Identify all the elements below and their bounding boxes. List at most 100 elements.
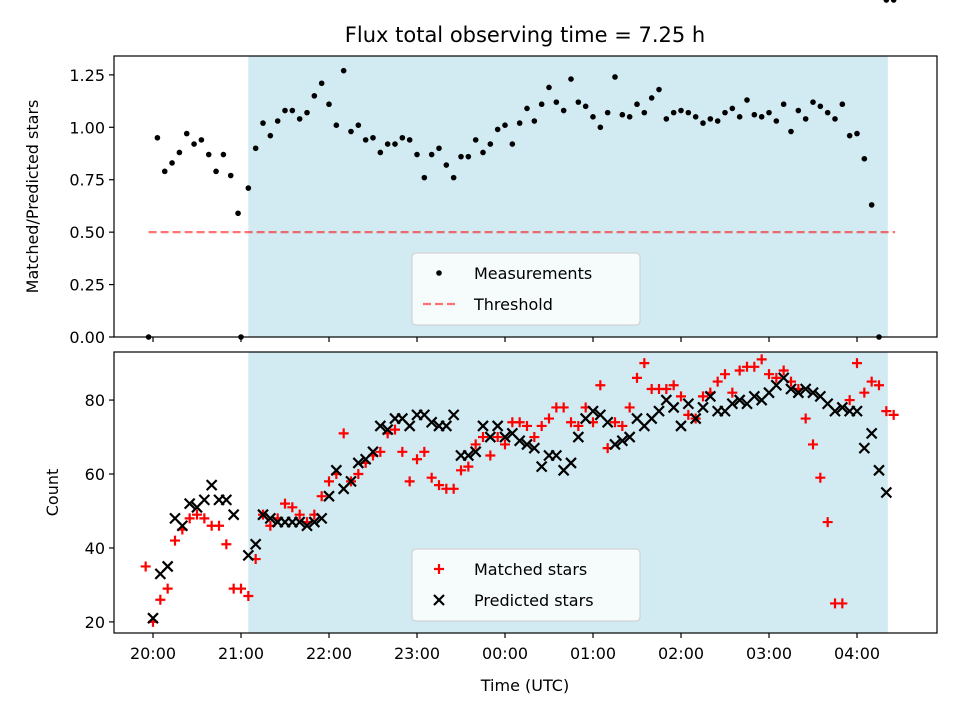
data-point bbox=[308, 516, 321, 528]
y-tick-label: 0.25 bbox=[69, 276, 105, 295]
data-point bbox=[808, 439, 818, 450]
data-point bbox=[162, 583, 173, 594]
data-point bbox=[670, 109, 677, 116]
data-point bbox=[260, 120, 266, 126]
x-tick-label: 02:00 bbox=[658, 644, 704, 663]
data-point bbox=[170, 535, 180, 546]
data-point bbox=[183, 497, 196, 510]
data-point bbox=[780, 101, 787, 108]
data-point bbox=[324, 476, 334, 487]
data-point bbox=[499, 431, 511, 443]
data-point bbox=[514, 417, 525, 428]
data-point bbox=[362, 137, 369, 143]
y-tick-label: 80 bbox=[85, 391, 105, 410]
data-point bbox=[477, 420, 489, 432]
data-point bbox=[573, 420, 584, 431]
data-point bbox=[377, 149, 384, 156]
data-point bbox=[764, 369, 774, 380]
y-tick-label: 60 bbox=[85, 465, 105, 484]
data-point bbox=[712, 376, 723, 387]
legend: Matched stars Predicted stars bbox=[411, 548, 641, 622]
data-point bbox=[546, 84, 552, 91]
data-point bbox=[198, 494, 211, 506]
data-point bbox=[392, 141, 398, 147]
data-point bbox=[220, 494, 233, 506]
data-point bbox=[484, 431, 497, 443]
data-point bbox=[205, 151, 212, 158]
data-point bbox=[792, 386, 805, 399]
x-axis-label: Time (UTC) bbox=[480, 676, 569, 695]
data-point bbox=[296, 116, 303, 122]
data-point bbox=[846, 132, 853, 139]
data-point bbox=[744, 97, 750, 103]
data-point bbox=[824, 109, 831, 116]
data-point bbox=[338, 428, 349, 439]
data-point bbox=[412, 454, 422, 465]
data-point bbox=[854, 130, 860, 137]
data-point bbox=[183, 130, 190, 137]
data-point bbox=[558, 402, 569, 413]
data-point bbox=[880, 486, 893, 499]
ratio-panel: 0.00 0.25 0.50 0.75 1.00 1.25 Matched/Predicte… bbox=[23, 0, 938, 347]
x-tick-label: 23:00 bbox=[394, 644, 440, 663]
data-point bbox=[663, 116, 670, 122]
data-point bbox=[866, 376, 877, 387]
data-point bbox=[472, 137, 479, 143]
data-point bbox=[414, 151, 420, 158]
data-point bbox=[448, 483, 459, 494]
data-point bbox=[568, 76, 574, 82]
data-point bbox=[370, 134, 376, 141]
data-point bbox=[639, 358, 650, 369]
data-point bbox=[257, 508, 269, 521]
data-point bbox=[315, 512, 328, 525]
data-point bbox=[524, 105, 530, 112]
data-point bbox=[487, 141, 494, 147]
y-tick-label: 1.00 bbox=[69, 118, 105, 137]
data-point bbox=[822, 517, 833, 528]
data-point bbox=[766, 109, 772, 116]
data-point bbox=[807, 386, 819, 399]
data-point bbox=[675, 420, 687, 432]
data-point bbox=[632, 372, 642, 383]
data-point bbox=[704, 390, 717, 403]
data-point bbox=[352, 457, 365, 469]
data-point bbox=[434, 480, 444, 491]
data-point bbox=[612, 74, 618, 80]
data-point bbox=[758, 114, 765, 120]
data-point bbox=[282, 107, 288, 114]
data-point bbox=[522, 420, 532, 431]
data-point bbox=[428, 151, 435, 158]
counts-panel: 20 40 60 80 20:00 21:00 22:00 23:00 00:00 01:00 02… bbox=[43, 351, 938, 663]
data-point bbox=[597, 124, 604, 131]
plot-frame bbox=[113, 55, 938, 338]
data-point bbox=[478, 432, 488, 443]
data-point bbox=[617, 420, 628, 431]
data-point bbox=[852, 358, 862, 369]
data-point bbox=[440, 420, 453, 432]
plot-frame bbox=[113, 351, 938, 634]
data-point bbox=[220, 151, 227, 158]
data-point bbox=[788, 128, 794, 135]
x-tick-label: 20:00 bbox=[130, 644, 176, 663]
data-point bbox=[572, 431, 585, 443]
data-point bbox=[213, 168, 219, 175]
data-point bbox=[191, 141, 197, 147]
data-point bbox=[450, 174, 457, 181]
data-point bbox=[550, 449, 563, 462]
data-point bbox=[700, 120, 706, 126]
data-point bbox=[682, 397, 695, 410]
data-point bbox=[155, 594, 166, 605]
data-point bbox=[384, 141, 391, 147]
data-point bbox=[245, 185, 252, 191]
data-point bbox=[689, 412, 702, 425]
data-point bbox=[264, 512, 277, 525]
legend: Measurements Threshold bbox=[411, 252, 641, 326]
data-point bbox=[176, 149, 183, 156]
data-point bbox=[465, 153, 472, 160]
data-point bbox=[205, 479, 218, 491]
data-point bbox=[252, 145, 259, 152]
data-point bbox=[616, 434, 629, 447]
data-point bbox=[623, 431, 636, 443]
data-point bbox=[353, 469, 364, 480]
